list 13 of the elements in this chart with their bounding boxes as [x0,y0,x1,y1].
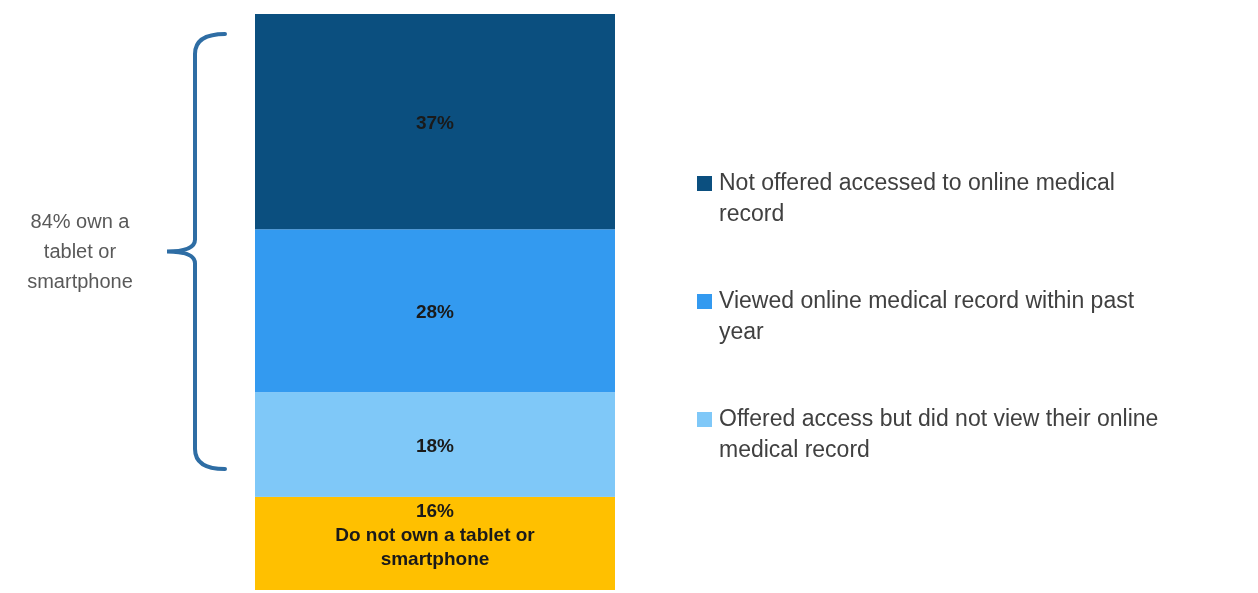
data-label: 16% [415,499,455,521]
series-label: Do not own a tablet or smartphone [335,523,536,569]
legend-label: Viewed online medical record within past year [719,287,1135,344]
data-label: 37% [415,111,455,133]
data-label: 18% [415,434,455,456]
bar [255,392,615,497]
bar [255,14,615,230]
text: 84% own a tablet or smartphone [27,210,133,293]
legend-label: Offered access but did not view their online medical record [719,405,1159,462]
bar [255,496,615,590]
data-label: 28% [415,300,455,322]
bar [255,229,615,393]
legend-label: Not offered accessed to online medical record [719,169,1115,226]
